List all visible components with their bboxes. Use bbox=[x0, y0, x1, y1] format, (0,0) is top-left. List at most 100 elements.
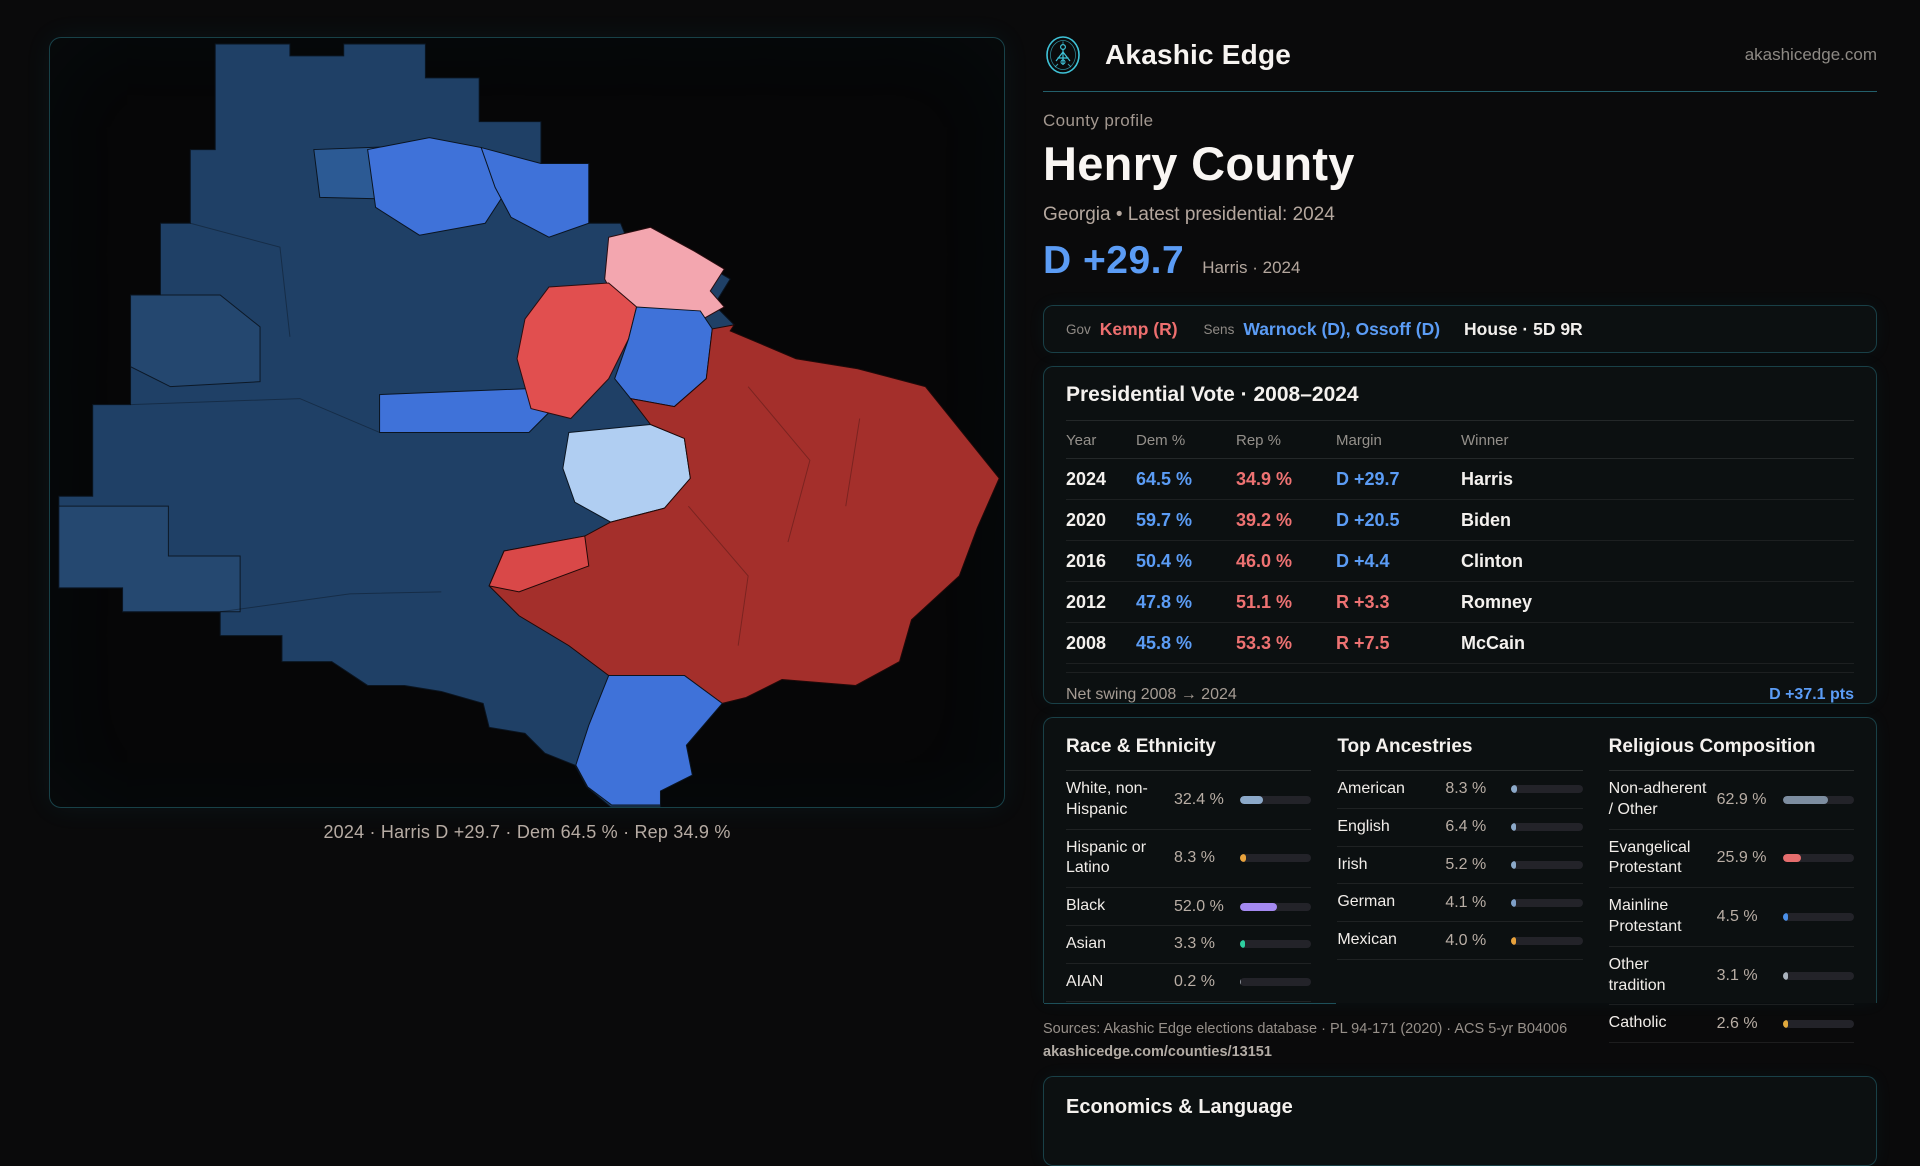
stat-bar-track bbox=[1240, 796, 1311, 804]
stat-value: 3.1 % bbox=[1717, 967, 1775, 985]
county-map-panel bbox=[49, 37, 1005, 808]
stat-label: Asian bbox=[1066, 934, 1166, 955]
stat-bar-fill bbox=[1240, 854, 1246, 862]
col-rep: Rep % bbox=[1236, 432, 1336, 449]
stat-bar-track bbox=[1240, 940, 1311, 948]
governor-value: Kemp (R) bbox=[1100, 319, 1178, 340]
cell-dem: 50.4 % bbox=[1136, 551, 1236, 572]
cell-margin: R +3.3 bbox=[1336, 592, 1461, 613]
stat-value: 5.2 % bbox=[1445, 856, 1503, 874]
subtitle: Georgia • Latest presidential: 2024 bbox=[1043, 204, 1877, 226]
stat-value: 4.0 % bbox=[1445, 932, 1503, 950]
presidential-table-header: Year Dem % Rep % Margin Winner bbox=[1066, 421, 1854, 459]
stat-label: Mainline Protestant bbox=[1609, 896, 1709, 938]
net-swing-value: D +37.1 pts bbox=[1769, 686, 1854, 704]
stat-label: Non-adherent / Other bbox=[1609, 779, 1709, 821]
stat-label: Evangelical Protestant bbox=[1609, 838, 1709, 880]
stat-value: 4.1 % bbox=[1445, 894, 1503, 912]
cell-winner: Romney bbox=[1461, 592, 1854, 613]
cell-rep: 53.3 % bbox=[1236, 633, 1336, 654]
stat-bar-fill bbox=[1511, 823, 1516, 831]
house-value: House · 5D 9R bbox=[1464, 319, 1583, 340]
stat-bar-fill bbox=[1240, 903, 1277, 911]
stat-bar-track bbox=[1783, 1020, 1854, 1028]
cell-margin: D +4.4 bbox=[1336, 551, 1461, 572]
stat-bar-fill bbox=[1783, 913, 1788, 921]
economics-language-title: Economics & Language bbox=[1066, 1096, 1854, 1119]
stat-bar-fill bbox=[1783, 854, 1801, 862]
sens-label: Sens bbox=[1204, 322, 1235, 337]
stat-value: 3.3 % bbox=[1174, 935, 1232, 953]
stat-bar-fill bbox=[1511, 937, 1516, 945]
ancestries-row: English 6.4 % bbox=[1337, 809, 1582, 847]
stat-bar-fill bbox=[1240, 940, 1245, 948]
stat-bar-fill bbox=[1511, 785, 1517, 793]
stat-bar-fill bbox=[1511, 899, 1516, 907]
cell-rep: 39.2 % bbox=[1236, 510, 1336, 531]
headline-margin-row: D +29.7 Harris · 2024 bbox=[1043, 239, 1877, 283]
stat-label: Other tradition bbox=[1609, 955, 1709, 997]
ancestries-row: Mexican 4.0 % bbox=[1337, 922, 1582, 960]
stat-value: 0.2 % bbox=[1174, 973, 1232, 991]
stat-value: 2.6 % bbox=[1717, 1015, 1775, 1033]
profile-column: Akashic Edge akashicedge.com County prof… bbox=[1043, 0, 1877, 1166]
cell-dem: 64.5 % bbox=[1136, 469, 1236, 490]
cell-year: 2024 bbox=[1066, 469, 1136, 490]
presidential-vote-panel: Presidential Vote · 2008–2024 Year Dem %… bbox=[1043, 366, 1877, 704]
stat-bar-track bbox=[1783, 796, 1854, 804]
akashic-edge-logo-icon bbox=[1043, 34, 1083, 76]
col-dem: Dem % bbox=[1136, 432, 1236, 449]
officials-bar: Gov Kemp (R) Sens Warnock (D), Ossoff (D… bbox=[1043, 305, 1877, 353]
stat-label: Mexican bbox=[1337, 930, 1437, 951]
stat-label: English bbox=[1337, 817, 1437, 838]
stat-bar-fill bbox=[1783, 972, 1788, 980]
race-ethnicity-title: Race & Ethnicity bbox=[1066, 736, 1311, 771]
stat-value: 6.4 % bbox=[1445, 818, 1503, 836]
cell-winner: McCain bbox=[1461, 633, 1854, 654]
stat-bar-track bbox=[1240, 978, 1311, 986]
religious-composition-column: Religious Composition Non-adherent / Oth… bbox=[1609, 736, 1854, 1043]
stat-label: Hispanic or Latino bbox=[1066, 838, 1166, 880]
cell-margin: R +7.5 bbox=[1336, 633, 1461, 654]
headline-margin: D +29.7 bbox=[1043, 239, 1184, 283]
cell-dem: 45.8 % bbox=[1136, 633, 1236, 654]
page: { "brand": { "name": "Akashic Edge", "do… bbox=[0, 0, 1920, 1080]
top-ancestries-title: Top Ancestries bbox=[1337, 736, 1582, 771]
stat-label: Catholic bbox=[1609, 1013, 1709, 1034]
kicker: County profile bbox=[1043, 111, 1877, 131]
stat-bar-track bbox=[1783, 854, 1854, 862]
stat-value: 52.0 % bbox=[1174, 898, 1232, 916]
headline-note: Harris · 2024 bbox=[1202, 258, 1300, 278]
religion-row: Other tradition 3.1 % bbox=[1609, 947, 1854, 1006]
cell-margin: D +20.5 bbox=[1336, 510, 1461, 531]
stat-bar-track bbox=[1511, 937, 1582, 945]
stat-value: 32.4 % bbox=[1174, 791, 1232, 809]
county-permalink[interactable]: akashicedge.com/counties/13151 bbox=[1043, 1042, 1272, 1063]
col-winner: Winner bbox=[1461, 432, 1854, 449]
stat-bar-track bbox=[1240, 854, 1311, 862]
county-map[interactable] bbox=[50, 38, 1004, 807]
race-row: Hispanic or Latino 8.3 % bbox=[1066, 830, 1311, 889]
stat-value: 8.3 % bbox=[1174, 849, 1232, 867]
map-caption: 2024 · Harris D +29.7 · Dem 64.5 % · Rep… bbox=[49, 822, 1005, 843]
stat-bar-track bbox=[1783, 972, 1854, 980]
stat-bar-track bbox=[1511, 785, 1582, 793]
stat-bar-fill bbox=[1240, 796, 1263, 804]
demographics-panel-bottom-border bbox=[1044, 1003, 1336, 1004]
app-header: Akashic Edge akashicedge.com bbox=[1043, 34, 1877, 76]
brand-domain-link[interactable]: akashicedge.com bbox=[1745, 45, 1877, 65]
cell-dem: 59.7 % bbox=[1136, 510, 1236, 531]
